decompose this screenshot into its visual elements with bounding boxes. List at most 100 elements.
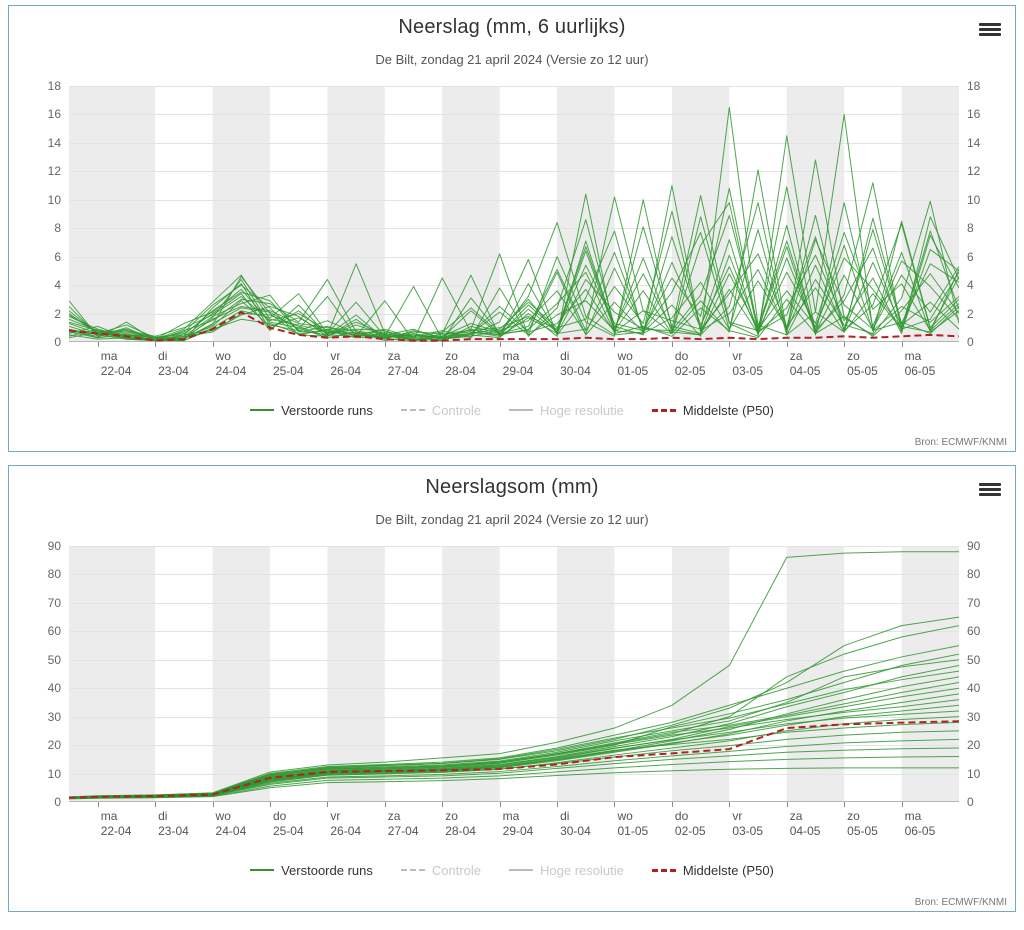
precipitation-plot-canvas[interactable]: [69, 86, 959, 342]
x-axis-label: ma 06-05: [904, 349, 936, 378]
y-axis-label: 30: [47, 709, 61, 724]
y-axis-label: 8: [54, 221, 61, 236]
x-axis-tick: [499, 802, 501, 807]
x-axis-tick: [97, 342, 99, 347]
y-axis-label: 16: [967, 107, 981, 122]
y-axis-label: 12: [967, 164, 981, 179]
hamburger-icon: [979, 22, 1001, 36]
x-axis-tick: [729, 342, 731, 347]
legend-item-controle[interactable]: Controle: [400, 402, 482, 418]
x-axis-label: wo 24-04: [215, 809, 247, 838]
y-axis-label: 70: [47, 595, 61, 610]
plot-row: 0 0 2 2 4 4 6 6 8 8 10 10 12 12 14 14 16 16 18 18 ma 22-04 di 2…: [23, 79, 1001, 388]
y-axis-label: 18: [967, 79, 981, 93]
x-axis-label: za 04-05: [789, 809, 821, 838]
y-axis-label: 6: [967, 249, 974, 264]
legend-item-hoge-resolutie[interactable]: Hoge resolutie: [509, 403, 624, 418]
y-axis-label: 50: [47, 652, 61, 667]
legend-item-middelste-p50[interactable]: Middelste (P50): [651, 863, 774, 878]
x-axis-label: za 04-05: [789, 349, 821, 378]
x-axis-label: za 27-04: [387, 349, 419, 378]
x-axis-tick: [97, 802, 99, 807]
gray-dashed-line-icon: [400, 869, 425, 871]
y-axis-label: 80: [967, 567, 981, 582]
gray-line-icon: [509, 869, 534, 871]
chart-title: Neerslagsom (mm): [425, 476, 599, 498]
x-axis-label: zo 28-04: [445, 809, 476, 838]
x-axis-label: di 23-04: [158, 349, 189, 378]
source-credit: Bron: ECMWF/KNMI: [914, 437, 1007, 448]
x-axis-label: do 02-05: [674, 349, 706, 378]
legend-item-verstoorde-runs[interactable]: Verstoorde runs: [250, 863, 373, 878]
x-axis-tick: [557, 802, 559, 807]
x-axis-label: ma 22-04: [100, 809, 132, 838]
x-axis-label: zo 05-05: [847, 809, 878, 838]
x-axis-tick: [155, 802, 157, 807]
chart-header: Neerslagsom (mm): [19, 476, 1005, 512]
y-axis-label: 70: [967, 595, 981, 610]
y-axis-label: 2: [54, 306, 61, 321]
cumulative-plot-canvas[interactable]: [69, 546, 959, 802]
chart-menu-button[interactable]: [977, 18, 1003, 40]
plot-area: [69, 86, 959, 342]
y-axis-label: 40: [47, 681, 61, 696]
x-axis-tick: [786, 802, 788, 807]
x-axis-label: do 25-04: [272, 349, 304, 378]
x-axis-tick: [384, 342, 386, 347]
x-axis-label: vr 26-04: [330, 349, 362, 378]
y-axis-label: 10: [967, 766, 981, 781]
y-axis-label: 0: [54, 335, 61, 349]
y-axis-label: 20: [47, 738, 61, 753]
x-axis-label: vr 03-05: [732, 809, 764, 838]
chart-legend: Verstoorde runs Controle Hoge resolutie …: [19, 860, 1005, 880]
y-axis-label: 10: [967, 192, 981, 207]
legend-item-verstoorde-runs[interactable]: Verstoorde runs: [250, 403, 373, 418]
x-axis-tick: [729, 802, 731, 807]
x-axis-label: wo 24-04: [215, 349, 247, 378]
legend-item-controle[interactable]: Controle: [400, 862, 482, 878]
chart-subtitle: De Bilt, zondag 21 april 2024 (Versie zo…: [375, 52, 649, 67]
chart-header: Neerslag (mm, 6 uurlijks): [19, 16, 1005, 52]
plot-area: [69, 546, 959, 802]
x-axis-label: wo 01-05: [617, 349, 649, 378]
legend-item-middelste-p50[interactable]: Middelste (P50): [651, 402, 774, 418]
chart-menu-button[interactable]: [977, 478, 1003, 500]
x-axis-label: zo 05-05: [847, 349, 878, 378]
legend-label: Hoge resolutie: [540, 862, 624, 878]
x-axis-tick: [212, 342, 214, 347]
x-axis-label: zo 28-04: [445, 349, 476, 378]
y-axis-label: 18: [47, 79, 61, 93]
x-axis-label: di 30-04: [560, 349, 591, 378]
x-axis-label: do 25-04: [272, 809, 304, 838]
x-axis-tick: [614, 342, 616, 347]
legend-label: Verstoorde runs: [281, 402, 373, 418]
x-axis-tick: [614, 802, 616, 807]
legend-label: Middelste (P50): [682, 402, 774, 418]
x-axis-tick: [155, 342, 157, 347]
x-axis-label: ma 29-04: [502, 809, 534, 838]
y-axis-label: 8: [967, 221, 974, 236]
legend-label: Controle: [431, 862, 482, 878]
y-axis-label: 20: [967, 738, 981, 753]
y-axis-label: 0: [967, 795, 974, 809]
x-axis-label: za 27-04: [387, 809, 419, 838]
x-axis-tick: [327, 802, 329, 807]
x-axis-tick: [384, 802, 386, 807]
x-axis-label: vr 26-04: [330, 809, 362, 838]
y-axis-label: 0: [54, 795, 61, 809]
x-axis-label: ma 06-05: [904, 809, 936, 838]
chart-legend: Verstoorde runs Controle Hoge resolutie …: [19, 400, 1005, 420]
y-axis-label: 40: [967, 681, 981, 696]
red-dashed-line-icon: [651, 408, 676, 412]
legend-label: Controle: [431, 402, 482, 418]
x-axis-tick: [269, 342, 271, 347]
chart-title: Neerslag (mm, 6 uurlijks): [398, 16, 626, 38]
legend-item-hoge-resolutie[interactable]: Hoge resolutie: [509, 863, 624, 878]
green-line-icon: [250, 869, 275, 871]
x-axis-tick: [786, 342, 788, 347]
red-dashed-line-icon: [651, 868, 676, 872]
x-axis-label: di 30-04: [560, 809, 591, 838]
y-axis-label: 4: [54, 278, 61, 293]
y-axis-label: 16: [47, 107, 61, 122]
